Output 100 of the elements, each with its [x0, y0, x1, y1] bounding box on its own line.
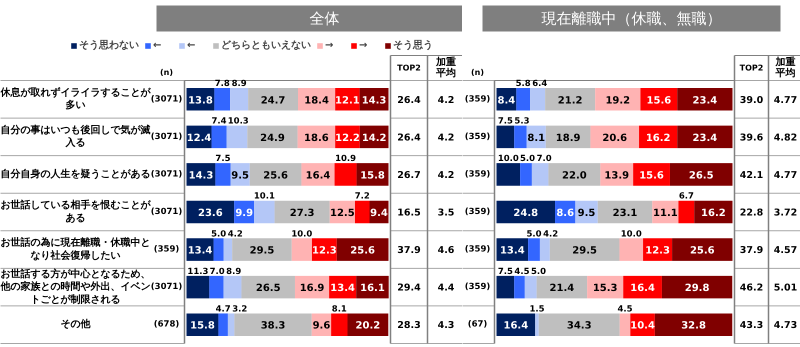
- bar: [214, 88, 230, 111]
- data-label: 34.3: [566, 320, 592, 332]
- text: TOP2: [740, 64, 764, 72]
- data-label: 8.6: [556, 208, 574, 219]
- data-label: 11.3: [187, 266, 208, 277]
- data-label: 1.5: [529, 304, 545, 314]
- data-label: 8.1: [332, 304, 347, 314]
- data-label: 38.3: [260, 320, 286, 332]
- bar: [234, 313, 312, 336]
- data-label: 7.8: [214, 79, 230, 90]
- text: (359): [464, 132, 490, 142]
- data-label: 7.5: [498, 116, 513, 127]
- bar: [186, 200, 234, 224]
- text: (67): [468, 320, 488, 330]
- bar: [292, 238, 312, 261]
- bar: [215, 163, 231, 186]
- data-label: 5.3: [514, 116, 530, 127]
- data-label: 29.5: [572, 246, 598, 257]
- bar: [230, 88, 248, 111]
- y-tick-label: 自分の事はいつも後回しで気が滅入る: [0, 124, 150, 149]
- bar: [678, 200, 694, 224]
- bar: [532, 163, 548, 186]
- data-label: 23.6: [198, 208, 223, 219]
- text: 4.57: [774, 245, 798, 256]
- text: 加重平均: [774, 56, 796, 79]
- data-label: 9.5: [231, 170, 250, 182]
- bar: [247, 126, 298, 148]
- text: (359): [464, 282, 490, 292]
- data-label: 16.2: [701, 208, 726, 219]
- data-label: 3.2: [232, 304, 248, 314]
- data-label: 29.5: [250, 246, 274, 257]
- bar: [218, 313, 228, 336]
- data-label: 5.0: [531, 266, 546, 277]
- data-label: 8.9: [226, 266, 242, 277]
- data-label: 10.9: [335, 154, 356, 164]
- bar: [274, 200, 330, 224]
- text: (3071): [150, 132, 182, 142]
- text: 4.73: [774, 320, 798, 332]
- legend-label: どちらともいえない: [221, 39, 311, 52]
- data-label: 6.4: [532, 79, 548, 90]
- text: (3071): [150, 94, 182, 104]
- data-label: 24.8: [513, 208, 538, 219]
- text: 46.2: [740, 282, 764, 294]
- data-label: 10.0: [620, 229, 642, 240]
- legend-label: そう思わない: [79, 38, 139, 52]
- data-label: 12.2: [335, 132, 360, 144]
- data-label: 4.7: [216, 304, 231, 314]
- bar: [520, 163, 532, 186]
- data-label: 4.2: [543, 229, 558, 240]
- data-label: 5.8: [516, 79, 531, 90]
- bar: [623, 276, 662, 298]
- bar: [528, 238, 540, 261]
- bar: [662, 276, 732, 298]
- data-label: 13.8: [188, 95, 213, 106]
- data-label: 27.3: [290, 208, 315, 219]
- text: 4.77: [774, 94, 798, 106]
- bar: [595, 88, 640, 111]
- bar: [228, 313, 234, 336]
- data-label: 10.0: [291, 229, 312, 240]
- data-label: 13.9: [604, 170, 630, 182]
- data-label: 15.3: [592, 283, 618, 294]
- legend-label: ←: [187, 40, 196, 50]
- data-label: 16.4: [504, 320, 528, 332]
- data-label: 8.1: [527, 132, 546, 144]
- text: (n): [470, 68, 484, 77]
- data-label: 24.7: [260, 95, 286, 106]
- data-label: 7.5: [498, 266, 513, 277]
- data-label: 11.1: [653, 208, 678, 219]
- data-label: 21.4: [550, 283, 574, 294]
- text: 37.9: [740, 245, 764, 256]
- bar: [354, 200, 370, 224]
- data-label: 7.4: [211, 116, 227, 127]
- data-label: 10.1: [254, 192, 275, 202]
- bar: [530, 88, 546, 111]
- y-tick-label: 自分自身の人生を疑うことがある: [0, 168, 150, 180]
- text: (n): [160, 68, 174, 77]
- text: (3071): [150, 207, 182, 217]
- data-label: 21.2: [558, 95, 583, 106]
- bar: [212, 126, 226, 148]
- bar: [516, 88, 530, 111]
- bar: [598, 200, 652, 224]
- data-label: 8.4: [498, 95, 516, 106]
- bar: [545, 88, 596, 111]
- bar: [538, 313, 620, 336]
- data-label: 7.2: [354, 192, 370, 202]
- data-label: 8.9: [232, 79, 247, 90]
- text: 4.4: [438, 282, 455, 294]
- text: 3.5: [438, 208, 454, 218]
- bar: [223, 276, 242, 298]
- y-tick-label: 休息が取れずイライラすることが多い: [0, 86, 152, 112]
- data-label: 25.6: [263, 170, 288, 182]
- bar: [670, 163, 732, 186]
- data-label: 23.4: [692, 132, 718, 144]
- legend-label: →: [325, 40, 334, 50]
- legend-label: そう思う: [393, 38, 433, 52]
- data-label: 18.9: [556, 132, 581, 144]
- data-label: 23.1: [612, 208, 638, 219]
- data-label: 23.4: [692, 95, 718, 106]
- text: 16.5: [397, 208, 421, 218]
- bar: [241, 276, 295, 298]
